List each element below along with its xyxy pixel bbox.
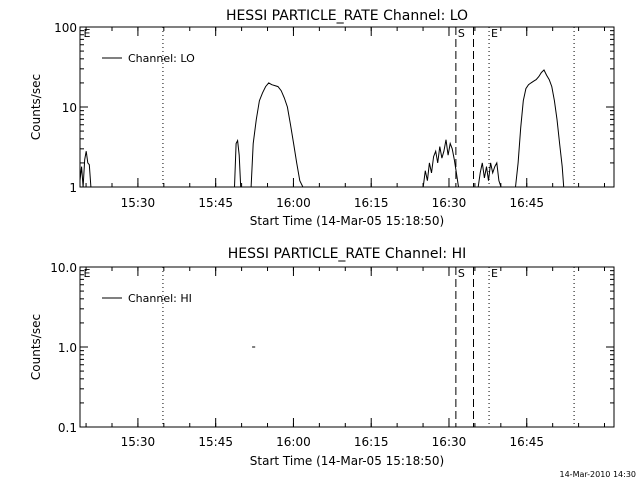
y-tick-label: 10: [62, 101, 77, 115]
marker-label: E: [491, 267, 498, 280]
chart-title: HESSI PARTICLE_RATE Channel: HI: [228, 246, 466, 262]
y-tick-label: 10.0: [50, 261, 77, 275]
x-tick-label: 16:45: [509, 435, 544, 449]
x-tick-label: 15:30: [121, 435, 156, 449]
chart-title: HESSI PARTICLE_RATE Channel: LO: [226, 8, 468, 24]
x-tick-label: 16:45: [509, 196, 544, 210]
plot-frame: [79, 26, 615, 188]
x-axis-label: Start Time (14-Mar-05 15:18:50): [250, 454, 444, 468]
x-tick-label: 15:45: [198, 435, 233, 449]
plot-frame: [79, 266, 615, 428]
marker-label: E: [84, 267, 91, 280]
y-axis-label: Counts/sec: [29, 74, 43, 140]
y-tick-label: 100: [54, 21, 77, 35]
x-tick-label: 16:30: [432, 435, 467, 449]
marker-label: S: [458, 27, 465, 40]
footer-timestamp: 14-Mar-2010 14:30: [559, 470, 637, 479]
x-tick-label: 16:00: [276, 196, 311, 210]
x-tick-label: 16:00: [276, 435, 311, 449]
y-tick-label: 1.0: [58, 341, 77, 355]
y-tick-label: 0.1: [58, 421, 77, 435]
x-tick-label: 16:30: [432, 196, 467, 210]
x-tick-label: 16:15: [354, 435, 389, 449]
marker-label: E: [491, 27, 498, 40]
legend-entry: Channel: LO: [128, 52, 195, 65]
x-tick-label: 15:45: [198, 196, 233, 210]
x-axis-label: Start Time (14-Mar-05 15:18:50): [250, 214, 444, 228]
marker-label: S: [458, 267, 465, 280]
series-line: [79, 69, 565, 188]
marker-label: E: [84, 27, 91, 40]
x-tick-label: 16:15: [354, 196, 389, 210]
y-tick-label: 1: [69, 181, 77, 195]
legend-entry: Channel: HI: [128, 292, 192, 305]
y-axis-label: Counts/sec: [29, 314, 43, 380]
x-tick-label: 15:30: [121, 196, 156, 210]
